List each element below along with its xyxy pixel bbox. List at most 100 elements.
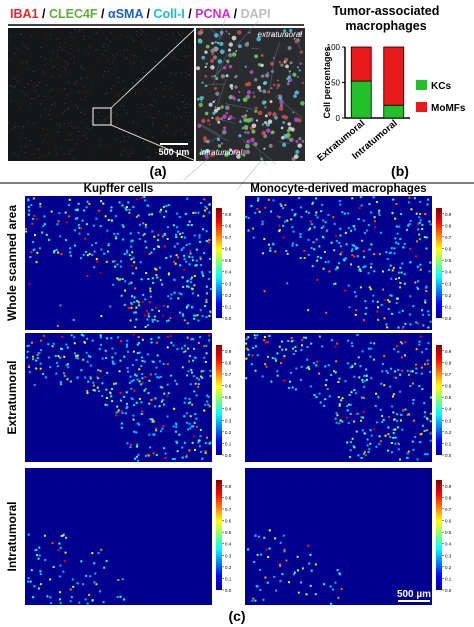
density-pixel (280, 204, 283, 207)
speck (154, 117, 156, 119)
speck (144, 87, 146, 89)
density-pixel (97, 369, 100, 372)
density-pixel (32, 197, 35, 200)
density-pixel (254, 534, 257, 537)
density-pixel (120, 426, 123, 429)
density-pixel (130, 239, 133, 242)
speck (132, 122, 134, 124)
density-pixel (166, 237, 169, 240)
colorbar-tick-label: 0.6 (225, 519, 232, 524)
speck (163, 65, 165, 67)
speck (70, 36, 72, 38)
density-pixel (179, 233, 182, 236)
density-pixel (378, 214, 381, 217)
speck (17, 80, 19, 82)
density-pixel (357, 265, 360, 268)
density-pixel (401, 342, 404, 345)
speck (57, 131, 59, 133)
density-pixel (199, 309, 202, 312)
density-pixel (165, 204, 168, 207)
density-pixel (380, 382, 383, 385)
speck (15, 53, 17, 55)
density-pixel (420, 372, 423, 375)
speck (107, 45, 109, 47)
density-pixel (43, 215, 46, 218)
speck (187, 121, 189, 123)
density-pixel (359, 286, 362, 289)
density-pixel (313, 241, 316, 244)
density-pixel (399, 458, 402, 461)
density-pixel (192, 435, 195, 438)
density-pixel (119, 391, 122, 394)
speck (115, 138, 117, 140)
density-pixel (58, 575, 61, 578)
density-pixel (192, 425, 195, 428)
speck (168, 48, 170, 50)
density-pixel (106, 229, 109, 232)
density-pixel (357, 356, 360, 359)
density-pixel (200, 271, 203, 274)
speck (151, 105, 153, 107)
speck (59, 126, 61, 128)
density-pixel (64, 239, 67, 242)
speck (63, 66, 65, 68)
colorbar-tick-label: 0.8 (225, 360, 232, 365)
density-pixel (130, 397, 133, 400)
density-pixel (106, 250, 109, 253)
density-pixel (426, 417, 429, 420)
density-pixel (292, 353, 295, 356)
density-pixel (203, 198, 206, 201)
density-pixel (27, 365, 30, 368)
density-pixel (50, 210, 53, 213)
density-pixel (131, 398, 134, 401)
speck (97, 85, 99, 87)
fiber (197, 122, 219, 135)
cell (204, 154, 209, 159)
density-pixel (401, 309, 404, 312)
fiber (199, 124, 230, 142)
density-pixel (27, 364, 30, 367)
density-pixel (394, 428, 397, 431)
density-pixel (114, 265, 117, 268)
density-pixel (189, 401, 192, 404)
density-pixel (423, 299, 426, 302)
density-pixel (200, 370, 203, 373)
speck (63, 88, 65, 90)
density-pixel (282, 534, 285, 537)
density-pixel (61, 335, 64, 338)
speck (136, 79, 138, 81)
density-pixel (180, 347, 183, 350)
density-pixel (363, 432, 366, 435)
density-pixel (115, 414, 118, 417)
density-pixel (63, 374, 66, 377)
density-pixel (145, 309, 148, 312)
density-pixel (170, 293, 173, 296)
speck (50, 118, 52, 120)
speck (112, 62, 114, 64)
density-pixel (286, 219, 289, 222)
speck (9, 90, 11, 92)
speck (110, 32, 112, 34)
density-pixel (140, 413, 143, 416)
density-pixel (162, 403, 165, 406)
colorbar-tick-label: 0.0 (225, 588, 232, 593)
density-pixel (187, 223, 190, 226)
density-pixel (397, 448, 400, 451)
density-pixel (206, 436, 209, 439)
density-pixel (396, 413, 399, 416)
speck (176, 59, 178, 61)
speck (17, 155, 19, 157)
density-pixel (65, 364, 68, 367)
density-pixel (95, 217, 98, 220)
density-pixel (396, 232, 399, 235)
cell (238, 44, 242, 49)
speck (19, 90, 21, 92)
speck (182, 94, 184, 96)
density-pixel (193, 274, 196, 277)
density-pixel (343, 259, 346, 262)
speck (140, 135, 142, 137)
density-pixel (397, 242, 400, 245)
cell (262, 89, 267, 94)
density-pixel (321, 345, 324, 348)
density-pixel (89, 355, 92, 358)
